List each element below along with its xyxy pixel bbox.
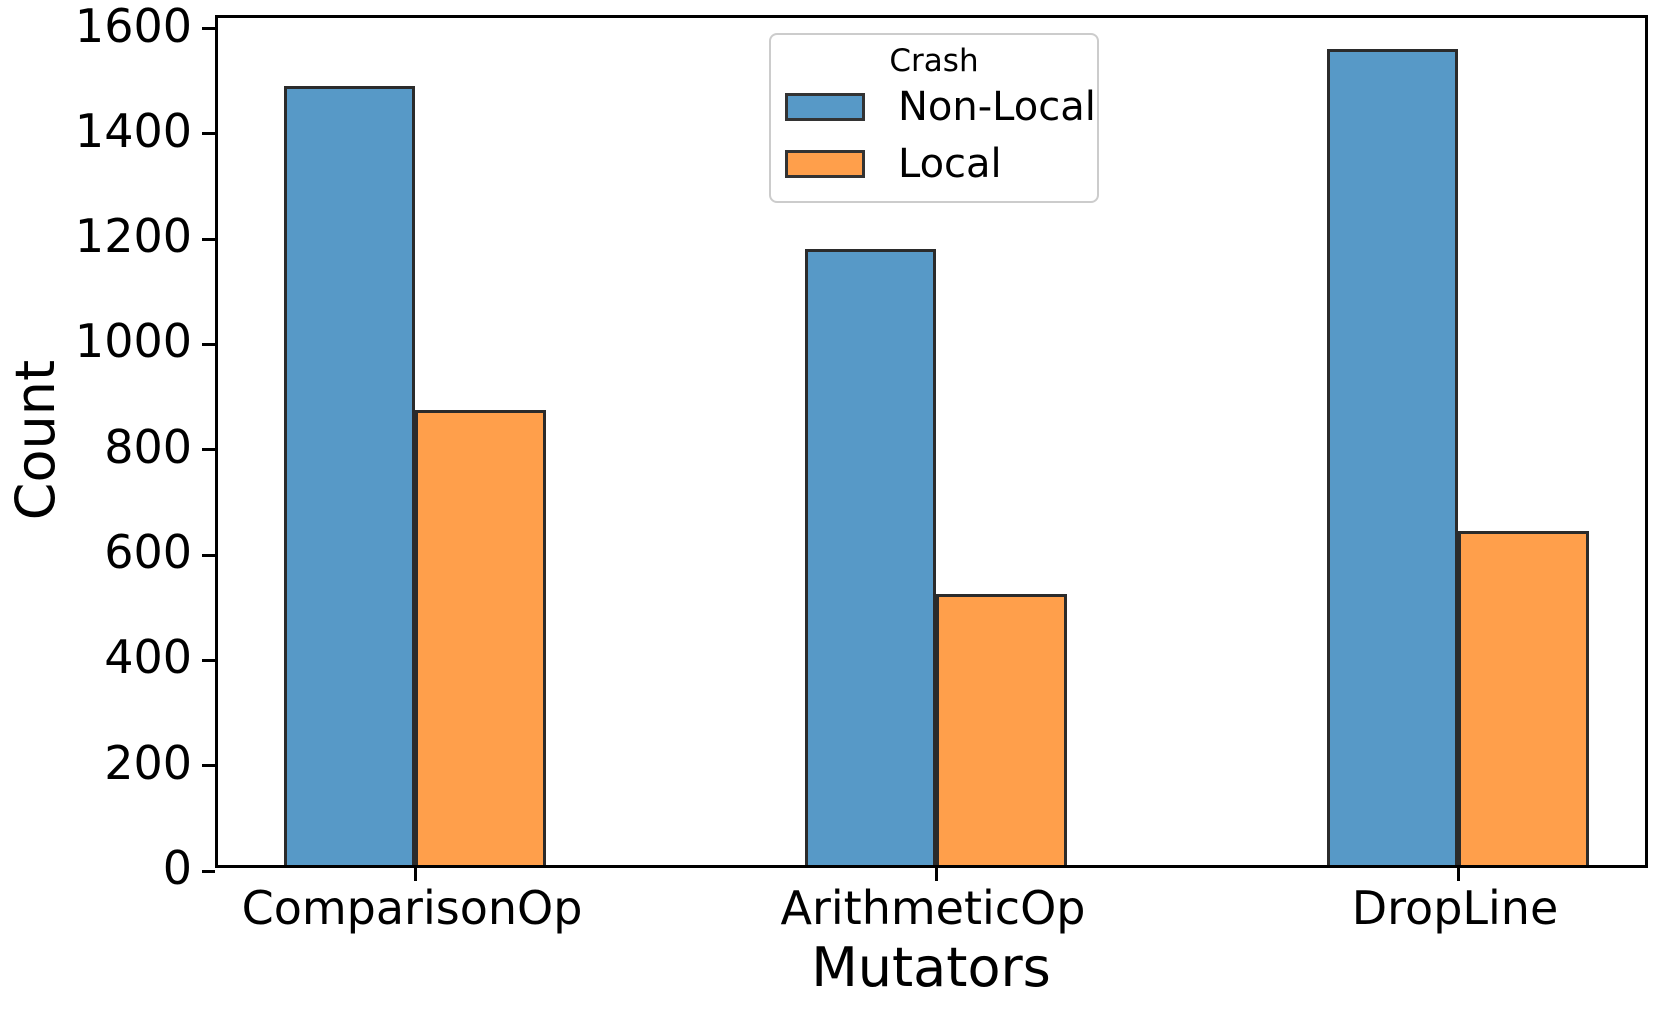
- legend-swatch-Local: [785, 150, 865, 178]
- x-tick-mark-DropLine: [1456, 868, 1460, 881]
- bar-ComparisonOp-Local: [415, 409, 546, 865]
- y-tick-label-0: 0: [162, 841, 192, 895]
- y-tick-mark-400: [202, 658, 215, 662]
- y-tick-mark-1200: [202, 237, 215, 241]
- y-axis-label: Count: [4, 359, 67, 521]
- legend-row-Non-Local: Non-Local: [785, 85, 1097, 129]
- y-tick-mark-600: [202, 553, 215, 557]
- bar-ArithmeticOp-Non-Local: [805, 248, 936, 865]
- y-tick-mark-0: [202, 869, 215, 873]
- legend-title: Crash: [889, 43, 979, 79]
- x-axis-label: Mutators: [811, 936, 1051, 999]
- legend-row-Local: Local: [785, 142, 1097, 186]
- y-tick-mark-800: [202, 448, 215, 452]
- y-tick-mark-1600: [202, 27, 215, 31]
- legend: Crash Non-Local Local: [769, 33, 1099, 203]
- legend-items: Non-Local Local: [771, 85, 1097, 186]
- y-tick-label-800: 800: [104, 419, 192, 474]
- bar-DropLine-Local: [1458, 530, 1589, 865]
- x-tick-label-ComparisonOp: ComparisonOp: [241, 881, 583, 935]
- legend-label-Non-Local: Non-Local: [898, 84, 1096, 130]
- y-tick-label-400: 400: [104, 630, 192, 685]
- y-tick-mark-1000: [202, 342, 215, 346]
- y-tick-label-1400: 1400: [74, 103, 192, 158]
- bar-DropLine-Non-Local: [1327, 48, 1458, 865]
- y-tick-label-600: 600: [104, 525, 192, 580]
- legend-swatch-Non-Local: [785, 93, 865, 121]
- y-tick-label-1000: 1000: [74, 314, 192, 369]
- y-tick-label-1600: 1600: [74, 0, 192, 53]
- bar-ComparisonOp-Non-Local: [284, 85, 415, 865]
- y-tick-label-1200: 1200: [74, 209, 192, 264]
- bar-ArithmeticOp-Local: [936, 593, 1067, 865]
- legend-label-Local: Local: [898, 141, 1002, 187]
- y-tick-mark-200: [202, 764, 215, 768]
- x-tick-mark-ComparisonOp: [413, 868, 417, 881]
- y-tick-label-200: 200: [104, 735, 192, 790]
- x-tick-mark-ArithmeticOp: [934, 868, 938, 881]
- y-tick-mark-1400: [202, 132, 215, 136]
- x-tick-label-ArithmeticOp: ArithmeticOp: [780, 881, 1086, 935]
- x-tick-label-DropLine: DropLine: [1351, 881, 1559, 935]
